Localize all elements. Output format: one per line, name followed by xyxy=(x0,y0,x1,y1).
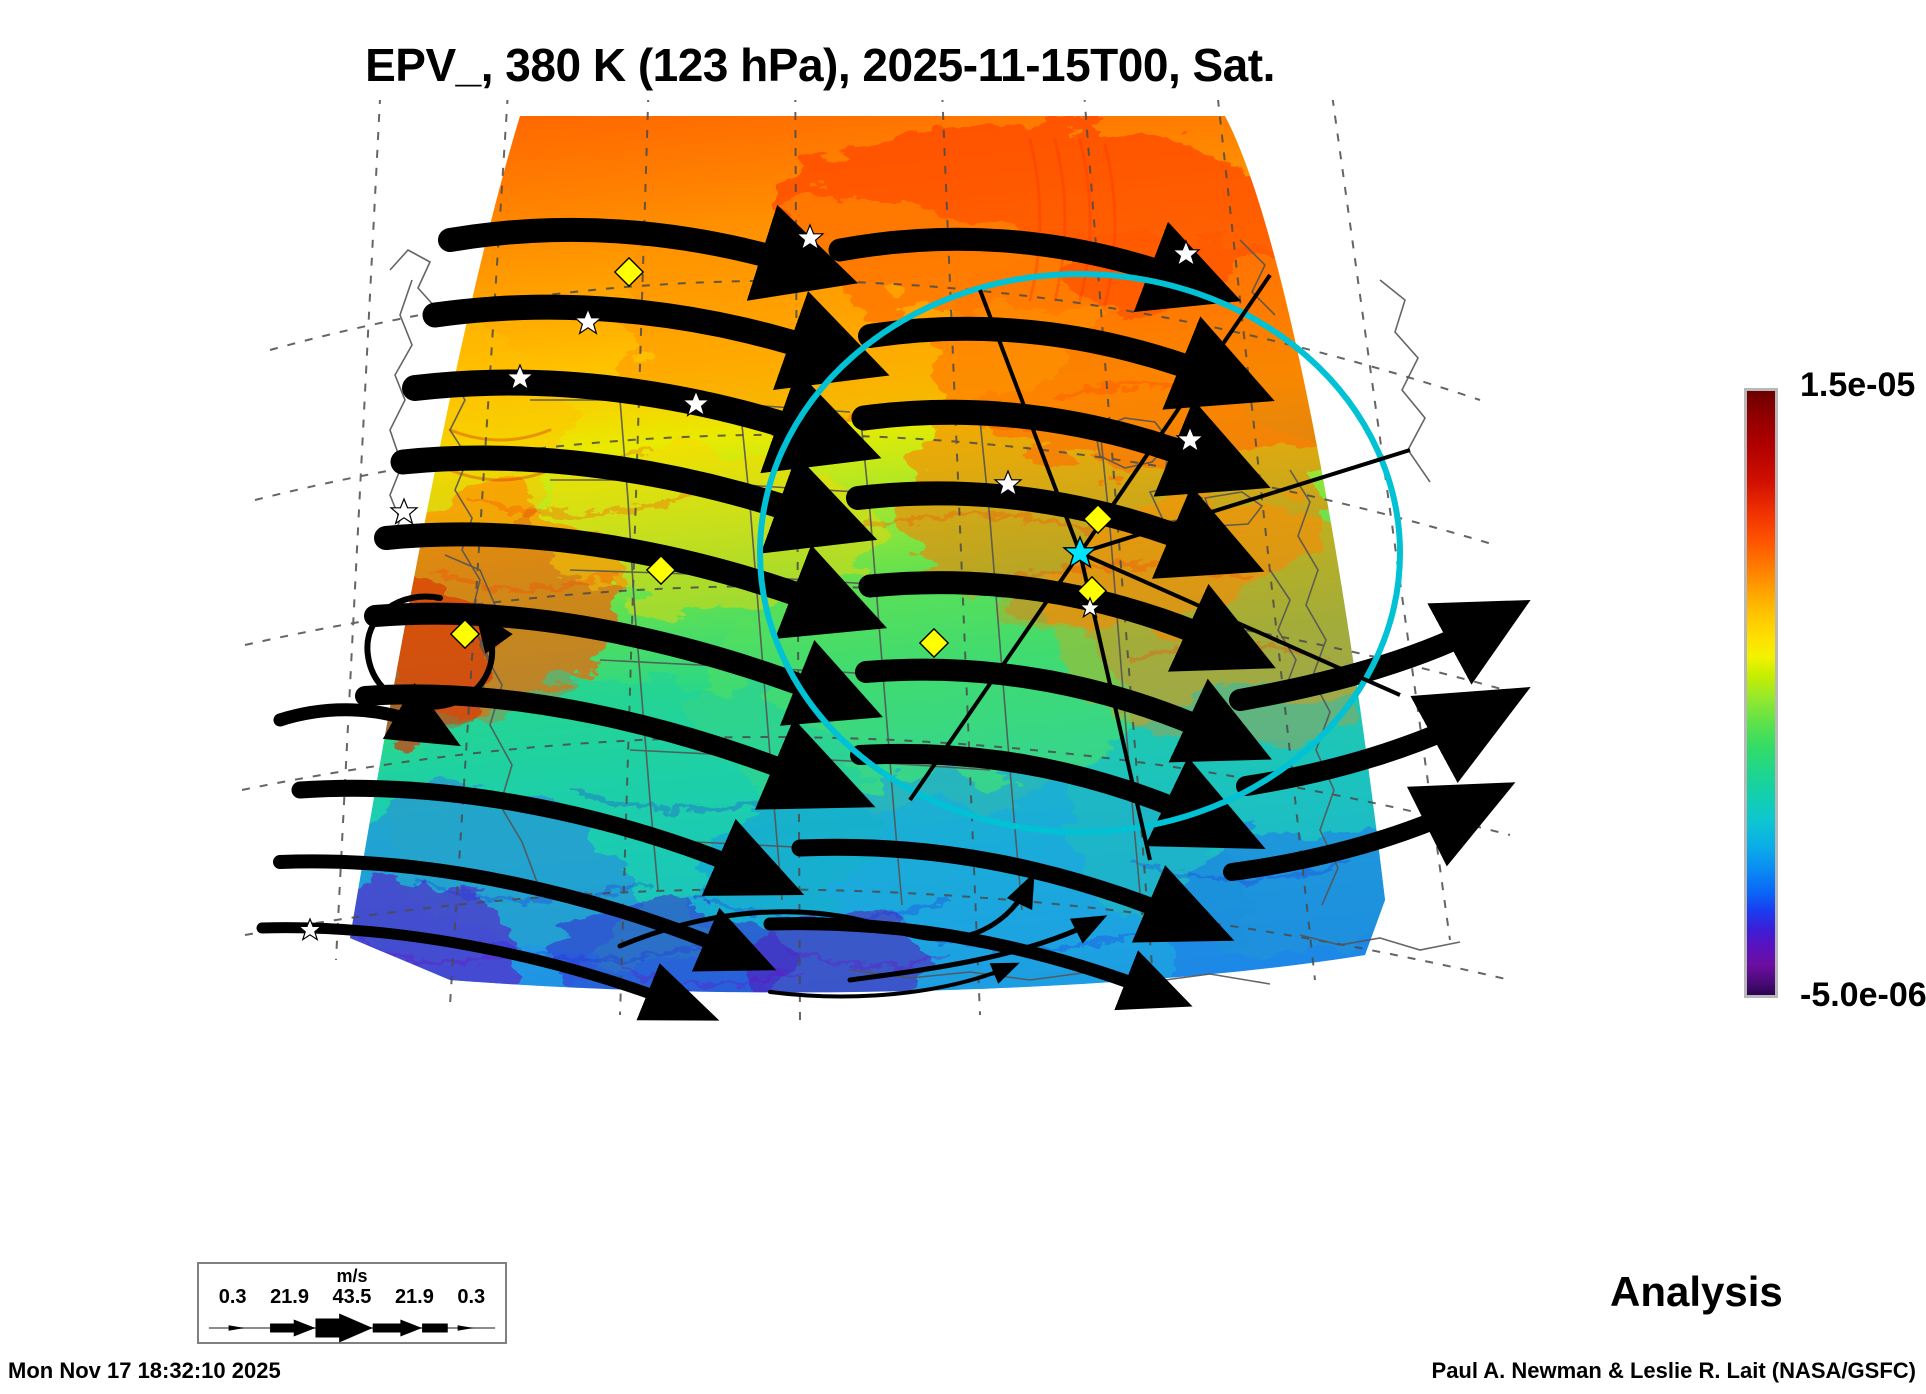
colorbar[interactable]: 1.5e-05 -5.0e-06 xyxy=(1744,366,1926,1014)
wind-legend-unit: m/s xyxy=(336,1266,368,1286)
wind-legend-arrow xyxy=(208,1313,496,1343)
wind-value: 0.3 xyxy=(218,1286,247,1308)
map-svg xyxy=(241,100,1531,1021)
wind-value: 21.9 xyxy=(394,1286,434,1308)
analysis-label: Analysis xyxy=(1610,1268,1783,1315)
waypoint-diamonds[interactable] xyxy=(449,256,1114,659)
range-circle[interactable] xyxy=(757,271,1403,835)
marker-layer[interactable] xyxy=(297,223,1205,942)
colorbar-gradient[interactable] xyxy=(1744,388,1778,998)
wind-value: 21.9 xyxy=(270,1286,309,1308)
wind-speed-legend: m/s 0.3 21.9 43.5 21.9 0.3 xyxy=(197,1262,507,1344)
wind-value: 43.5 xyxy=(332,1286,372,1308)
station-stars[interactable] xyxy=(297,223,1205,942)
range-ring-group[interactable] xyxy=(757,271,1411,861)
colorbar-max-label: 1.5e-05 xyxy=(1800,366,1916,404)
wind-legend-values: 0.3 21.9 43.5 21.9 0.3 xyxy=(199,1286,505,1309)
colorbar-min-label: -5.0e-06 xyxy=(1800,976,1926,1014)
map-plot-area[interactable] xyxy=(150,100,1570,1030)
author-credit: Paul A. Newman & Leslie R. Lait (NASA/GS… xyxy=(1431,1358,1916,1383)
site-center-star[interactable] xyxy=(1062,535,1098,569)
wind-streamlines xyxy=(256,204,1531,1021)
wind-value: 0.3 xyxy=(457,1286,486,1308)
page-title: EPV_, 380 K (123 hPa), 2025-11-15T00, Sa… xyxy=(365,39,1275,91)
generation-timestamp: Mon Nov 17 18:32:10 2025 xyxy=(8,1358,281,1383)
